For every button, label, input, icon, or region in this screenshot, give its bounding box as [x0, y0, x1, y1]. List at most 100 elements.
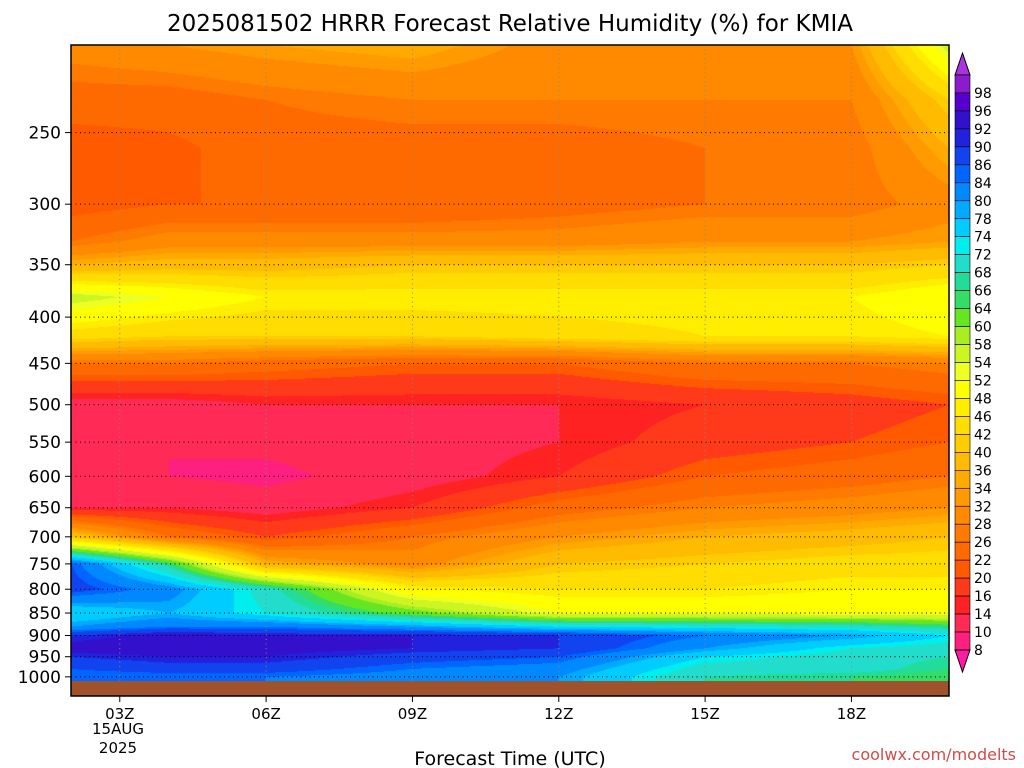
colorbar-swatch — [954, 523, 971, 543]
y-tick-label: 400 — [29, 308, 61, 328]
y-tick-label: 750 — [29, 555, 61, 575]
colorbar-swatch — [954, 398, 971, 417]
y-tick-label: 500 — [29, 396, 61, 416]
colorbar-swatch — [954, 236, 971, 255]
colorbar-swatch — [954, 308, 971, 327]
y-tick-label: 700 — [29, 528, 61, 548]
colorbar-swatch — [954, 74, 971, 94]
watermark: coolwx.com/modelts — [852, 745, 1016, 764]
x-tick-label: 12Z — [544, 705, 573, 723]
gridlines — [71, 45, 949, 696]
colorbar-label: 10 — [974, 625, 992, 641]
colorbar-swatch — [954, 128, 971, 148]
colorbar-swatch — [954, 470, 971, 489]
y-tick-label: 600 — [29, 467, 61, 487]
colorbar-min-arrow — [954, 649, 971, 674]
colorbar-label: 16 — [974, 589, 992, 605]
colorbar-label: 58 — [974, 338, 992, 354]
colorbar-swatch — [954, 254, 971, 273]
colorbar-label: 20 — [974, 571, 992, 587]
date-label-line1: 15AUG — [92, 720, 144, 738]
colorbar-swatch — [954, 92, 971, 112]
x-tick-label: 15Z — [690, 705, 719, 723]
colorbar-label: 84 — [974, 176, 992, 192]
colorbar-swatch — [954, 595, 971, 615]
colorbar-label: 52 — [974, 373, 992, 389]
colorbar-label: 80 — [974, 194, 992, 210]
colorbar-label: 40 — [974, 445, 992, 461]
colorbar-swatch — [954, 164, 971, 184]
colorbar-swatch — [954, 200, 971, 220]
x-axis: 15AUG 2025 03Z 06Z 09Z 12Z 15Z 18Z — [92, 696, 866, 757]
colorbar-label: 90 — [974, 140, 992, 156]
colorbar-swatch — [954, 541, 971, 561]
x-tick-label: 18Z — [837, 705, 866, 723]
colorbar-label: 54 — [974, 356, 992, 372]
colorbar-swatch — [954, 344, 971, 363]
colorbar-label: 72 — [974, 248, 992, 264]
colorbar-label: 26 — [974, 535, 992, 551]
y-tick-label: 850 — [29, 604, 61, 624]
y-axis: 2503003504004505005506006507007508008509… — [18, 124, 71, 688]
colorbar-max-arrow — [954, 51, 971, 76]
colorbar-swatch — [954, 380, 971, 399]
colorbar-label: 8 — [974, 643, 983, 659]
x-tick-label: 06Z — [251, 705, 280, 723]
colorbar-label: 48 — [974, 391, 992, 407]
colorbar-swatch — [954, 362, 971, 381]
y-tick-label: 950 — [29, 648, 61, 668]
colorbar-label: 36 — [974, 463, 992, 479]
colorbar-swatch — [954, 218, 971, 238]
colorbar-label: 74 — [974, 230, 992, 246]
colorbar-swatch — [954, 416, 971, 435]
colorbar-swatch — [954, 505, 971, 525]
colorbar-swatch — [954, 110, 971, 130]
colorbar-label: 96 — [974, 104, 992, 120]
colorbar-label: 14 — [974, 607, 992, 623]
y-tick-label: 350 — [29, 256, 61, 276]
colorbar-label: 92 — [974, 122, 992, 138]
plot-frame — [70, 44, 950, 697]
colorbar-label: 28 — [974, 517, 992, 533]
colorbar-label: 60 — [974, 320, 992, 336]
colorbar-swatch — [954, 182, 971, 202]
colorbar-label: 46 — [974, 409, 992, 425]
x-axis-title: Forecast Time (UTC) — [414, 748, 605, 768]
y-tick-label: 1000 — [18, 668, 61, 688]
colorbar-label: 34 — [974, 481, 992, 497]
y-tick-label: 650 — [29, 499, 61, 519]
colorbar-swatch — [954, 452, 971, 471]
relative-humidity-field — [71, 45, 949, 696]
colorbar-label: 42 — [974, 427, 992, 443]
colorbar-swatch — [954, 434, 971, 453]
colorbar-label: 86 — [974, 158, 992, 174]
x-tick-label: 03Z — [105, 705, 134, 723]
y-tick-label: 300 — [29, 195, 61, 215]
colorbar-label: 64 — [974, 302, 992, 318]
colorbar-swatch — [954, 272, 971, 291]
colorbar-label: 68 — [974, 266, 992, 282]
plot-area — [70, 44, 950, 697]
colorbar-swatch — [954, 631, 971, 651]
colorbar-label: 78 — [974, 212, 992, 228]
colorbar-swatch — [954, 487, 971, 507]
y-tick-label: 800 — [29, 580, 61, 600]
colorbar-label: 66 — [974, 284, 992, 300]
colorbar-label: 32 — [974, 499, 992, 515]
chart-title: 2025081502 HRRR Forecast Relative Humidi… — [167, 11, 853, 37]
x-tick-label: 09Z — [398, 705, 427, 723]
y-tick-label: 900 — [29, 626, 61, 646]
colorbar-label: 98 — [974, 86, 992, 102]
colorbar-label: 22 — [974, 553, 992, 569]
y-tick-label: 450 — [29, 354, 61, 374]
date-label-line2: 2025 — [99, 739, 137, 757]
y-tick-label: 250 — [29, 124, 61, 144]
colorbar-swatch — [954, 290, 971, 309]
colorbar-swatch — [954, 559, 971, 579]
colorbar-swatch — [954, 146, 971, 166]
colorbar-swatch — [954, 613, 971, 633]
y-tick-label: 550 — [29, 433, 61, 453]
colorbar-swatch — [954, 577, 971, 597]
